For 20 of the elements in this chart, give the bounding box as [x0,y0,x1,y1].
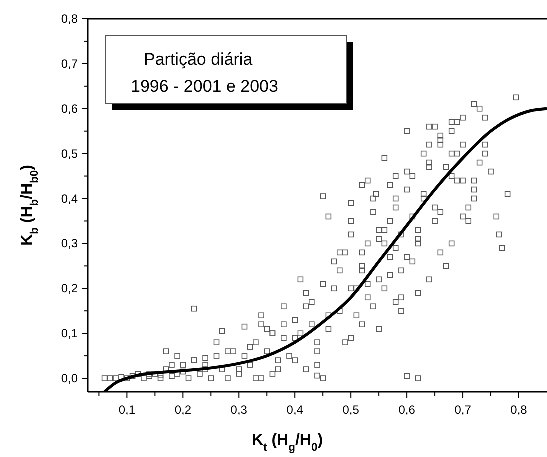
annotation: 1996 - 2001 e 2003 [131,77,278,96]
y-tick-label: 0,5 [61,146,78,161]
y-tick-label: 0,6 [61,102,78,116]
x-tick-label: 0,6 [398,403,416,417]
x-axis-title: K$_{t}$ (H$_{g}$/H$_{0}$) [252,432,324,454]
x-tick-label: 0,5 [342,403,360,417]
x-tick-label: 0,4 [286,403,304,417]
x-tick-label: 0,3 [230,403,248,417]
y-tick-label: 0,4 [61,192,78,206]
y-tick-label: 0,8 [61,12,78,26]
annotation: Partição diária [144,50,254,69]
y-tick-label: 0,2 [61,282,78,296]
y-tick-label: 0,7 [61,56,78,71]
y-tick-label: 0,0 [61,372,78,386]
y-tick-label: 0,1 [61,326,78,341]
x-tick-label: 0,2 [174,403,192,417]
x-tick-label: 0,1 [118,403,136,417]
x-tick-label: 0,7 [454,403,472,417]
y-tick-label: 0,3 [61,236,78,251]
x-tick-label: 0,8 [510,403,528,417]
